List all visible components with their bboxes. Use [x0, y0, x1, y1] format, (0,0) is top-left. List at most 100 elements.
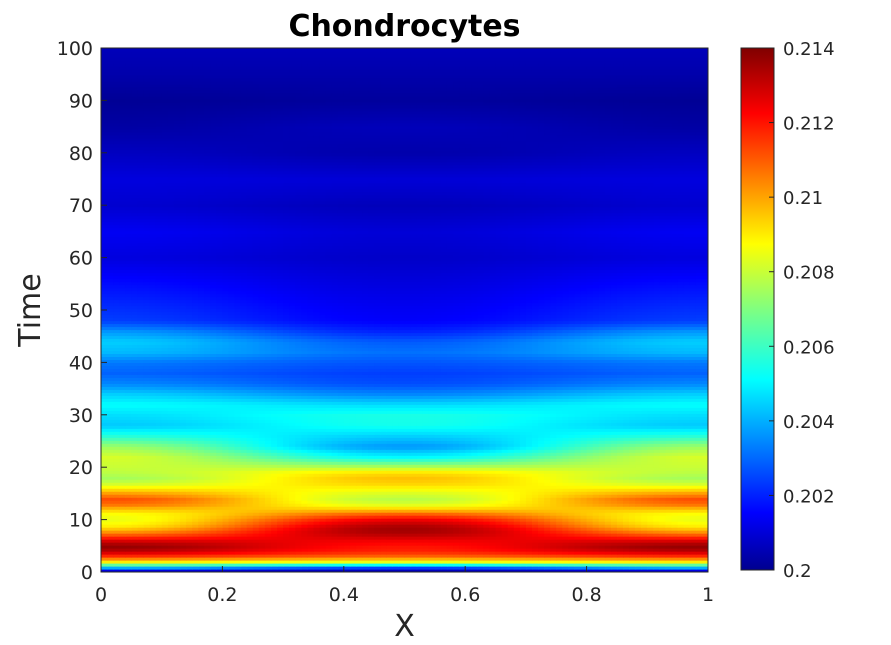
- heatmap-cell: [185, 563, 193, 567]
- heatmap-cell: [283, 512, 290, 516]
- heatmap-cell: [155, 542, 163, 546]
- heatmap-cell: [465, 536, 472, 540]
- heatmap-cell: [507, 515, 515, 519]
- heatmap-cell: [647, 530, 654, 534]
- heatmap-cell: [701, 524, 708, 528]
- heatmap-cell: [319, 539, 327, 543]
- heatmap-cell: [283, 551, 290, 555]
- heatmap-cell: [240, 542, 248, 546]
- heatmap-cell: [210, 545, 217, 549]
- heatmap-cell: [198, 512, 205, 516]
- heatmap-cell: [519, 539, 527, 543]
- heatmap-cell: [380, 545, 387, 549]
- heatmap-cell: [258, 551, 266, 555]
- heatmap-cell: [131, 503, 139, 507]
- heatmap-cell: [246, 563, 254, 567]
- heatmap-cell: [264, 557, 272, 561]
- heatmap-cell: [410, 548, 418, 552]
- heatmap-cell: [155, 530, 163, 534]
- heatmap-cell: [113, 530, 120, 534]
- heatmap-cell: [501, 524, 509, 528]
- heatmap-cell: [107, 569, 114, 572]
- heatmap-cell: [161, 551, 169, 555]
- heatmap-cell: [495, 563, 503, 567]
- heatmap-cell: [101, 503, 108, 507]
- heatmap-cell: [368, 515, 375, 519]
- heatmap-cell: [161, 542, 169, 546]
- heatmap-cell: [270, 536, 278, 540]
- heatmap-cell: [507, 551, 515, 555]
- heatmap-cell: [671, 512, 679, 516]
- heatmap-cell: [701, 503, 708, 507]
- heatmap-cell: [671, 503, 679, 507]
- heatmap-cell: [107, 518, 114, 522]
- heatmap-cell: [598, 560, 606, 564]
- heatmap-cell: [647, 527, 654, 531]
- heatmap-cell: [173, 551, 181, 555]
- heatmap-cell: [465, 521, 472, 525]
- heatmap-cell: [337, 509, 345, 513]
- heatmap-cell: [507, 542, 515, 546]
- heatmap-cell: [398, 566, 406, 570]
- heatmap-cell: [392, 509, 400, 513]
- heatmap-cell: [477, 557, 485, 561]
- heatmap-cell: [404, 509, 412, 513]
- heatmap-cell: [556, 554, 563, 558]
- heatmap-cell: [610, 542, 618, 546]
- heatmap-cell: [616, 512, 624, 516]
- heatmap-cell: [592, 506, 600, 510]
- heatmap-cell: [264, 509, 272, 513]
- heatmap-cell: [119, 527, 126, 531]
- heatmap-cell: [701, 533, 708, 537]
- heatmap-cell: [422, 542, 430, 546]
- heatmap-cell: [301, 569, 308, 572]
- heatmap-cell: [368, 503, 375, 507]
- heatmap-cell: [695, 548, 703, 552]
- heatmap-cell: [349, 545, 357, 549]
- heatmap-cell: [270, 533, 278, 537]
- heatmap-cell: [513, 536, 521, 540]
- heatmap-cell: [489, 521, 497, 525]
- heatmap-cell: [538, 509, 545, 513]
- heatmap-cell: [307, 509, 315, 513]
- heatmap-cell: [113, 560, 120, 564]
- heatmap-cell: [252, 542, 260, 546]
- heatmap-cell: [277, 533, 284, 537]
- heatmap-cell: [416, 542, 424, 546]
- heatmap-cell: [659, 563, 667, 567]
- heatmap-cell: [574, 503, 582, 507]
- heatmap-cell: [440, 563, 448, 567]
- heatmap-cell: [689, 551, 697, 555]
- heatmap-cell: [544, 542, 551, 546]
- heatmap-cell: [689, 542, 697, 546]
- heatmap-cell: [453, 527, 460, 531]
- heatmap-cell: [416, 566, 424, 570]
- heatmap-cell: [337, 518, 345, 522]
- heatmap-cell: [513, 539, 521, 543]
- heatmap-cell: [574, 509, 582, 513]
- heatmap-cell: [216, 533, 223, 537]
- heatmap-cell: [179, 509, 187, 513]
- heatmap-cell: [179, 530, 187, 534]
- heatmap-cell: [155, 557, 163, 561]
- heatmap-cell: [623, 512, 630, 516]
- heatmap-cell: [216, 539, 223, 543]
- heatmap-cell: [507, 539, 515, 543]
- heatmap-cell: [234, 557, 242, 561]
- heatmap-cell: [635, 542, 642, 546]
- heatmap-cell: [635, 515, 642, 519]
- heatmap-cell: [647, 533, 654, 537]
- heatmap-cell: [677, 566, 685, 570]
- heatmap-cell: [374, 509, 381, 513]
- heatmap-cell: [185, 521, 193, 525]
- heatmap-cell: [501, 539, 509, 543]
- heatmap-cell: [355, 560, 363, 564]
- heatmap-cell: [422, 518, 430, 522]
- heatmap-cell: [519, 509, 527, 513]
- heatmap-cell: [659, 518, 667, 522]
- heatmap-cell: [167, 506, 175, 510]
- heatmap-cell: [198, 548, 205, 552]
- heatmap-cell: [228, 554, 236, 558]
- heatmap-cell: [270, 554, 278, 558]
- heatmap-cell: [604, 515, 612, 519]
